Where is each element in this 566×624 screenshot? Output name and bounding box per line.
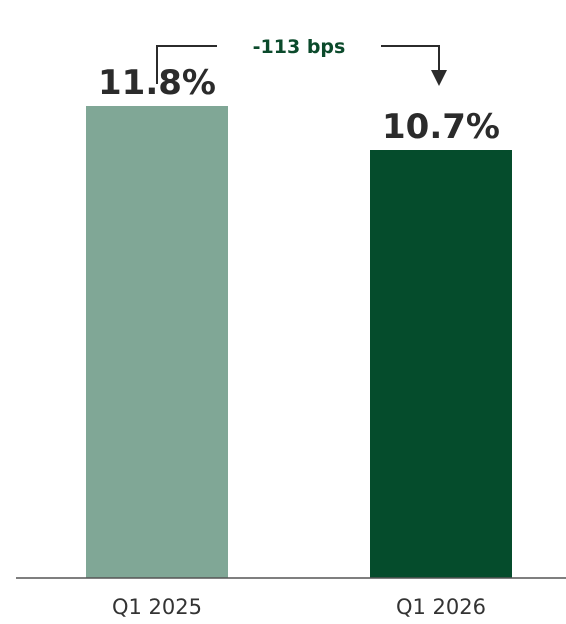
delta-bracket-right: [381, 45, 440, 72]
delta-bracket-left: [156, 45, 217, 84]
x-tick-labels-layer: Q1 2025 Q1 2026: [112, 595, 486, 619]
x-tick-label-q1-2026: Q1 2026: [396, 595, 486, 619]
delta-annotation: -113 bps: [156, 36, 447, 86]
bar-q1-2026: [370, 150, 512, 578]
bars-layer: [86, 106, 512, 578]
delta-label: -113 bps: [253, 36, 346, 58]
value-label-q1-2026: 10.7%: [382, 107, 500, 147]
delta-arrowhead-icon: [431, 70, 447, 86]
x-tick-label-q1-2025: Q1 2025: [112, 595, 202, 619]
bar-q1-2025: [86, 106, 228, 578]
